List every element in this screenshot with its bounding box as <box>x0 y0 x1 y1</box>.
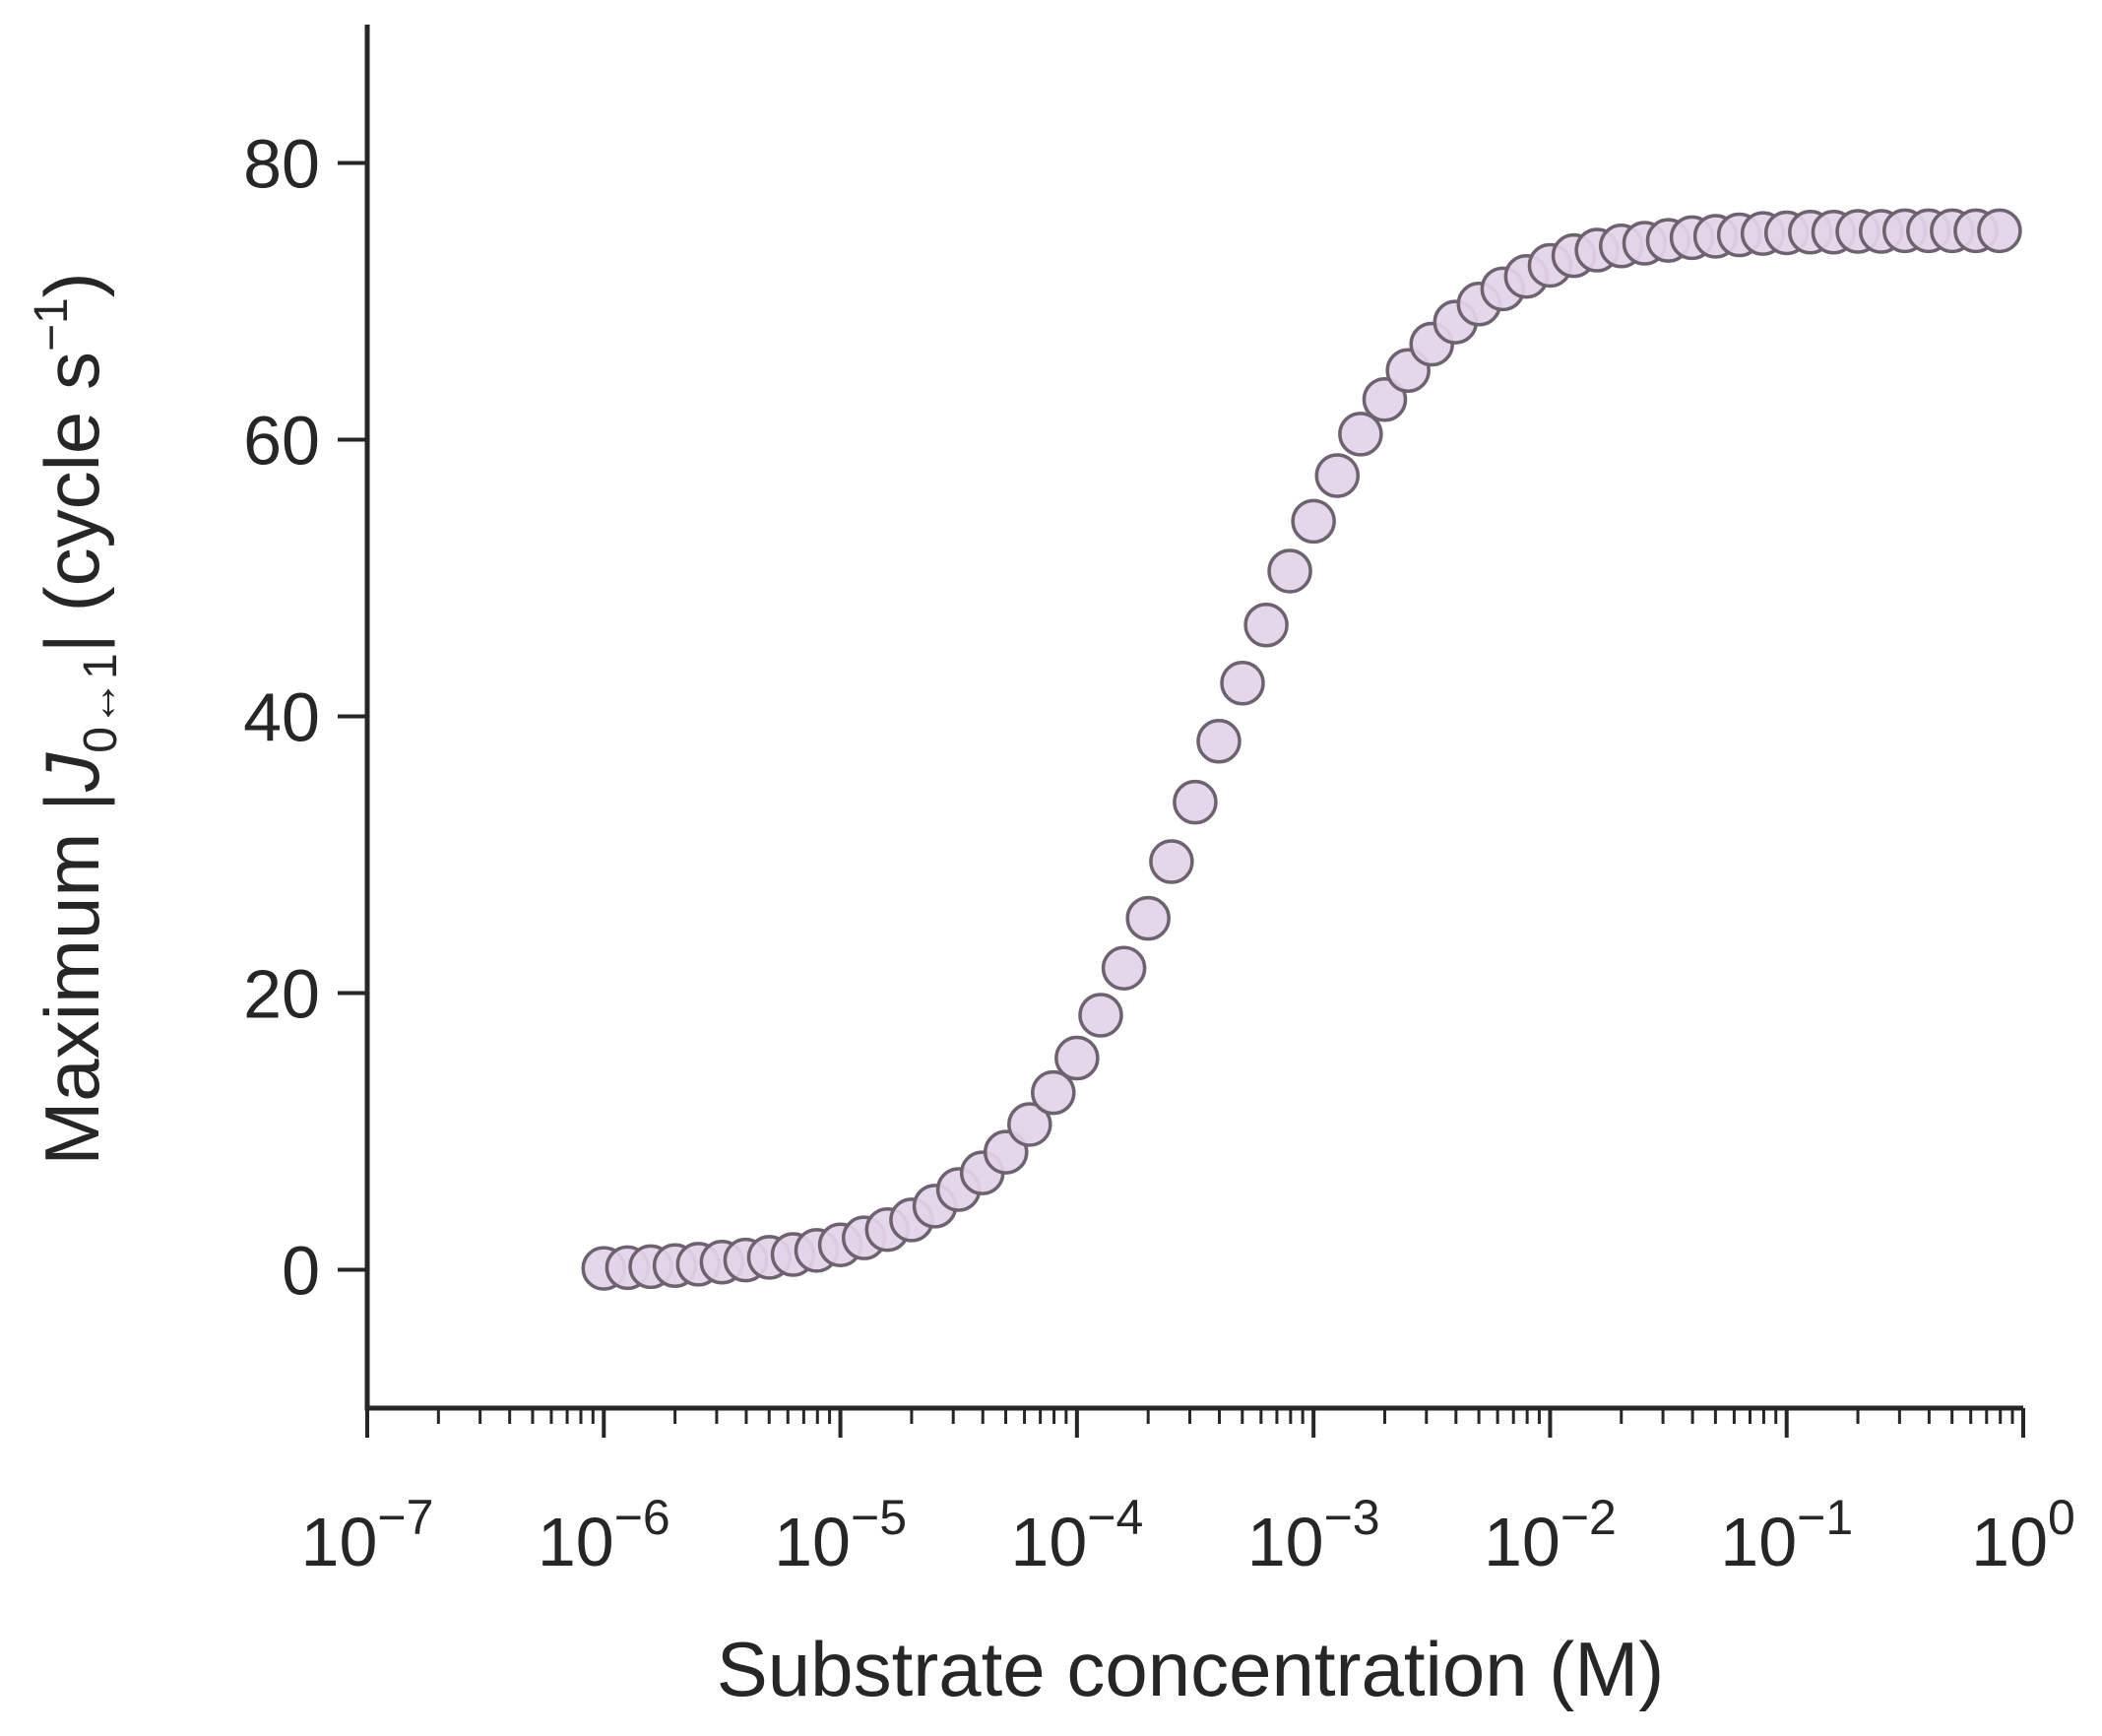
data-point <box>1220 661 1265 706</box>
x-tick-base: 10 <box>1484 1504 1561 1580</box>
data-point <box>1338 412 1383 457</box>
x-tick-label: 10−6 <box>538 1490 670 1580</box>
y-label-superscript: −1 <box>26 297 78 352</box>
x-tick-exponent: −6 <box>614 1490 670 1545</box>
x-axis-label: Substrate concentration (M) <box>717 1626 1664 1712</box>
data-point <box>1243 603 1289 648</box>
x-tick-label: 10−1 <box>1720 1490 1853 1580</box>
data-point <box>1054 1035 1100 1081</box>
data-point <box>1007 1102 1052 1147</box>
x-tick-base: 10 <box>1247 1504 1324 1580</box>
data-point <box>1196 719 1242 764</box>
x-tick-exponent: −7 <box>377 1490 433 1545</box>
x-tick-exponent: −1 <box>1797 1490 1853 1545</box>
y-label-var: J <box>29 752 115 793</box>
x-tick-label: 10−2 <box>1484 1490 1617 1580</box>
x-axis-ticks: 10−7 10−6 10−5 10−4 10−3 10−2 10−1 100 <box>301 1408 2075 1580</box>
x-tick-base: 10 <box>1720 1504 1797 1580</box>
x-tick-base: 10 <box>538 1504 614 1580</box>
x-tick-base: 10 <box>301 1504 378 1580</box>
x-tick-label: 10−5 <box>774 1490 907 1580</box>
data-point <box>1291 498 1336 545</box>
x-tick-exponent: 0 <box>2048 1490 2075 1545</box>
data-point <box>1031 1069 1076 1116</box>
y-tick-label: 20 <box>243 956 320 1033</box>
y-label-bar-left: | <box>29 792 115 811</box>
x-tick-base: 10 <box>1010 1504 1087 1580</box>
data-point <box>1314 453 1361 498</box>
y-tick-label: 0 <box>282 1233 320 1310</box>
y-tick-label: 60 <box>243 403 320 480</box>
data-points <box>581 208 2022 1291</box>
y-label-prefix: Maximum <box>29 811 115 1166</box>
data-point <box>1977 208 2022 254</box>
data-point <box>1125 895 1171 941</box>
data-point <box>1149 839 1194 884</box>
data-point <box>1173 779 1218 825</box>
x-tick-label: 10−7 <box>301 1490 434 1580</box>
x-tick-label: 10−3 <box>1247 1490 1380 1580</box>
x-tick-exponent: −5 <box>851 1490 907 1545</box>
y-label-bar-right: | <box>29 633 115 653</box>
y-tick-label: 80 <box>243 126 320 203</box>
x-tick-label: 100 <box>1971 1490 2075 1580</box>
y-label-close: ) <box>29 272 115 297</box>
x-tick-exponent: −3 <box>1324 1490 1380 1545</box>
y-axis-label: Maximum |J0↔1| (cycle s−1) <box>26 272 127 1165</box>
data-point <box>1362 377 1408 422</box>
x-tick-label: 10−4 <box>1010 1490 1143 1580</box>
y-label-subscript: 0↔1 <box>75 653 127 752</box>
data-point <box>1078 993 1123 1038</box>
x-tick-exponent: −2 <box>1561 1490 1617 1545</box>
y-tick-label: 40 <box>243 679 320 756</box>
x-tick-exponent: −4 <box>1087 1490 1143 1545</box>
data-point <box>1101 945 1147 991</box>
x-tick-base: 10 <box>774 1504 851 1580</box>
x-tick-base: 10 <box>1971 1504 2048 1580</box>
y-label-suffix: (cycle s <box>29 352 115 633</box>
data-point <box>1267 548 1312 594</box>
y-axis-ticks: 0 20 40 60 80 <box>243 126 367 1310</box>
